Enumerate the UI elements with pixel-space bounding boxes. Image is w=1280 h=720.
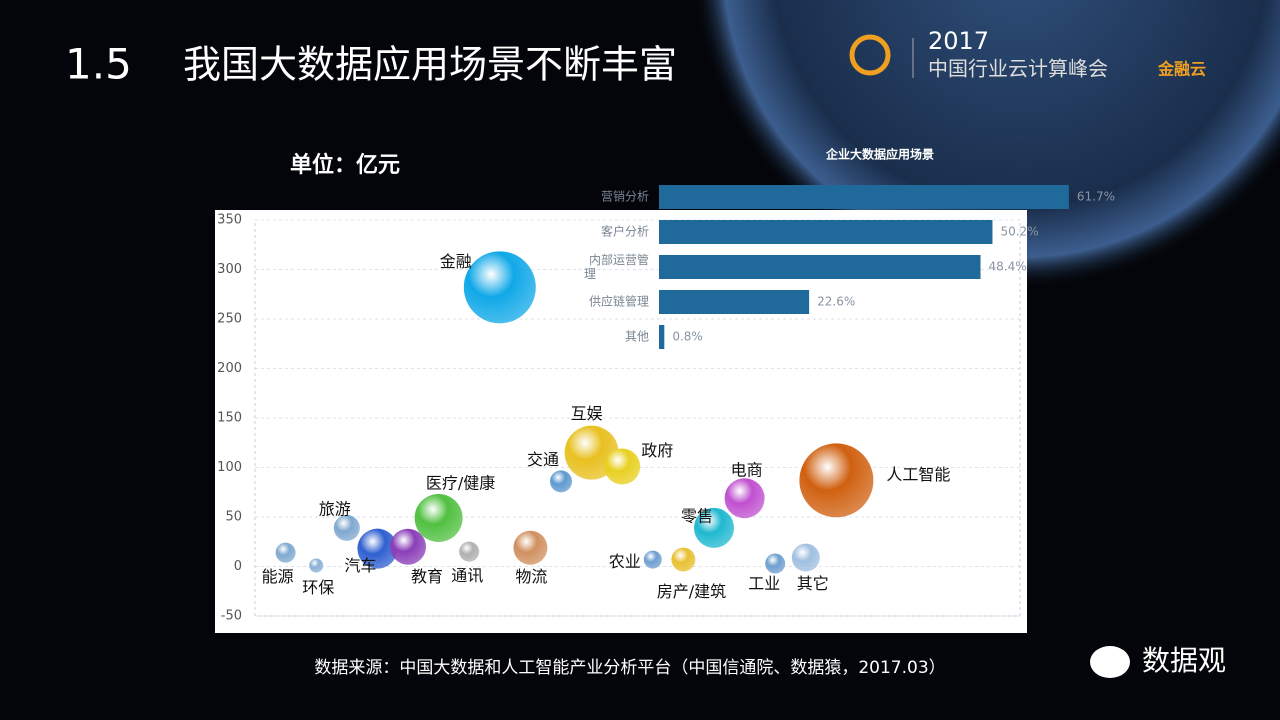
bubble-label: 互娱 xyxy=(571,404,603,423)
bubble xyxy=(604,448,641,485)
bar xyxy=(659,255,981,279)
bubble-label: 能源 xyxy=(262,567,294,586)
bubble xyxy=(390,528,426,565)
y-tick-label: -50 xyxy=(221,609,242,624)
plot-background xyxy=(215,210,1027,633)
value-label: 50.2% xyxy=(1000,225,1038,239)
y-tick-label: 50 xyxy=(225,510,242,525)
logo-year: 2017 xyxy=(928,27,989,55)
bubble-label: 金融 xyxy=(440,252,472,271)
value-label: 61.7% xyxy=(1077,190,1115,204)
bubble-label: 医疗/健康 xyxy=(426,473,495,492)
bubble xyxy=(791,543,820,572)
bubble xyxy=(694,507,734,548)
bar-chart-title: 企业大数据应用场景 xyxy=(825,147,934,162)
logo-icon xyxy=(849,34,891,76)
bubble-label: 农业 xyxy=(609,552,641,571)
bubble-label: 人工智能 xyxy=(886,465,950,484)
y-tick-label: 100 xyxy=(217,460,242,475)
wechat-icon xyxy=(1090,646,1130,678)
bar xyxy=(659,290,810,314)
bubble-label: 政府 xyxy=(641,441,673,460)
watermark: 数据观 xyxy=(1142,644,1226,677)
source-note: 数据来源：中国大数据和人工智能产业分析平台（中国信通院、数据猿，2017.03） xyxy=(314,658,945,678)
logo-event: 中国行业云计算峰会 xyxy=(928,57,1108,81)
category-label: 内部运营管理 xyxy=(584,252,649,281)
slide-number: 1.5 xyxy=(65,40,132,89)
bubble-label: 汽车 xyxy=(344,556,376,575)
y-tick-label: 250 xyxy=(217,312,242,327)
bubble xyxy=(463,251,536,324)
unit-label: 单位：亿元 xyxy=(290,152,400,178)
bubble-label: 物流 xyxy=(515,567,547,586)
slide-title: 我国大数据应用场景不断丰富 xyxy=(183,43,677,87)
bar xyxy=(659,185,1069,209)
bubble xyxy=(671,547,696,572)
bar xyxy=(659,325,665,349)
bubble-label: 旅游 xyxy=(319,499,351,518)
bubble xyxy=(459,541,480,562)
bubble xyxy=(513,530,548,565)
bubble xyxy=(414,493,463,542)
y-tick-label: 300 xyxy=(217,262,242,277)
bubble xyxy=(799,443,874,518)
bubble xyxy=(275,542,296,563)
bubble-label: 环保 xyxy=(302,578,334,597)
y-tick-label: 350 xyxy=(217,213,242,228)
bubble-label: 其它 xyxy=(797,574,829,593)
category-label: 营销分析 xyxy=(601,190,649,204)
bar xyxy=(659,220,993,244)
y-tick-label: 0 xyxy=(234,559,242,574)
bubble xyxy=(724,478,765,519)
bubble-label: 交通 xyxy=(527,450,559,469)
bubble-label: 房产/建筑 xyxy=(657,582,726,601)
bubble-label: 教育 xyxy=(411,567,443,586)
y-tick-label: 200 xyxy=(217,361,242,376)
logo-brand: 金融云 xyxy=(1157,60,1206,79)
bubble-label: 通讯 xyxy=(451,566,483,585)
bubble xyxy=(643,550,662,569)
bubble xyxy=(309,558,324,573)
bubble-label: 电商 xyxy=(731,461,763,480)
value-label: 0.8% xyxy=(672,330,703,344)
bubble xyxy=(765,553,786,574)
value-label: 22.6% xyxy=(817,295,855,309)
bubble xyxy=(550,470,572,493)
value-label: 48.4% xyxy=(989,260,1027,274)
category-label: 其他 xyxy=(625,330,649,344)
y-tick-label: 150 xyxy=(217,411,242,426)
bubble-label: 工业 xyxy=(748,574,780,593)
bubble-label: 零售 xyxy=(681,506,713,525)
bubble xyxy=(333,514,360,541)
category-label: 供应链管理 xyxy=(589,294,649,309)
bubble xyxy=(357,528,398,569)
category-label: 客户分析 xyxy=(601,224,649,239)
